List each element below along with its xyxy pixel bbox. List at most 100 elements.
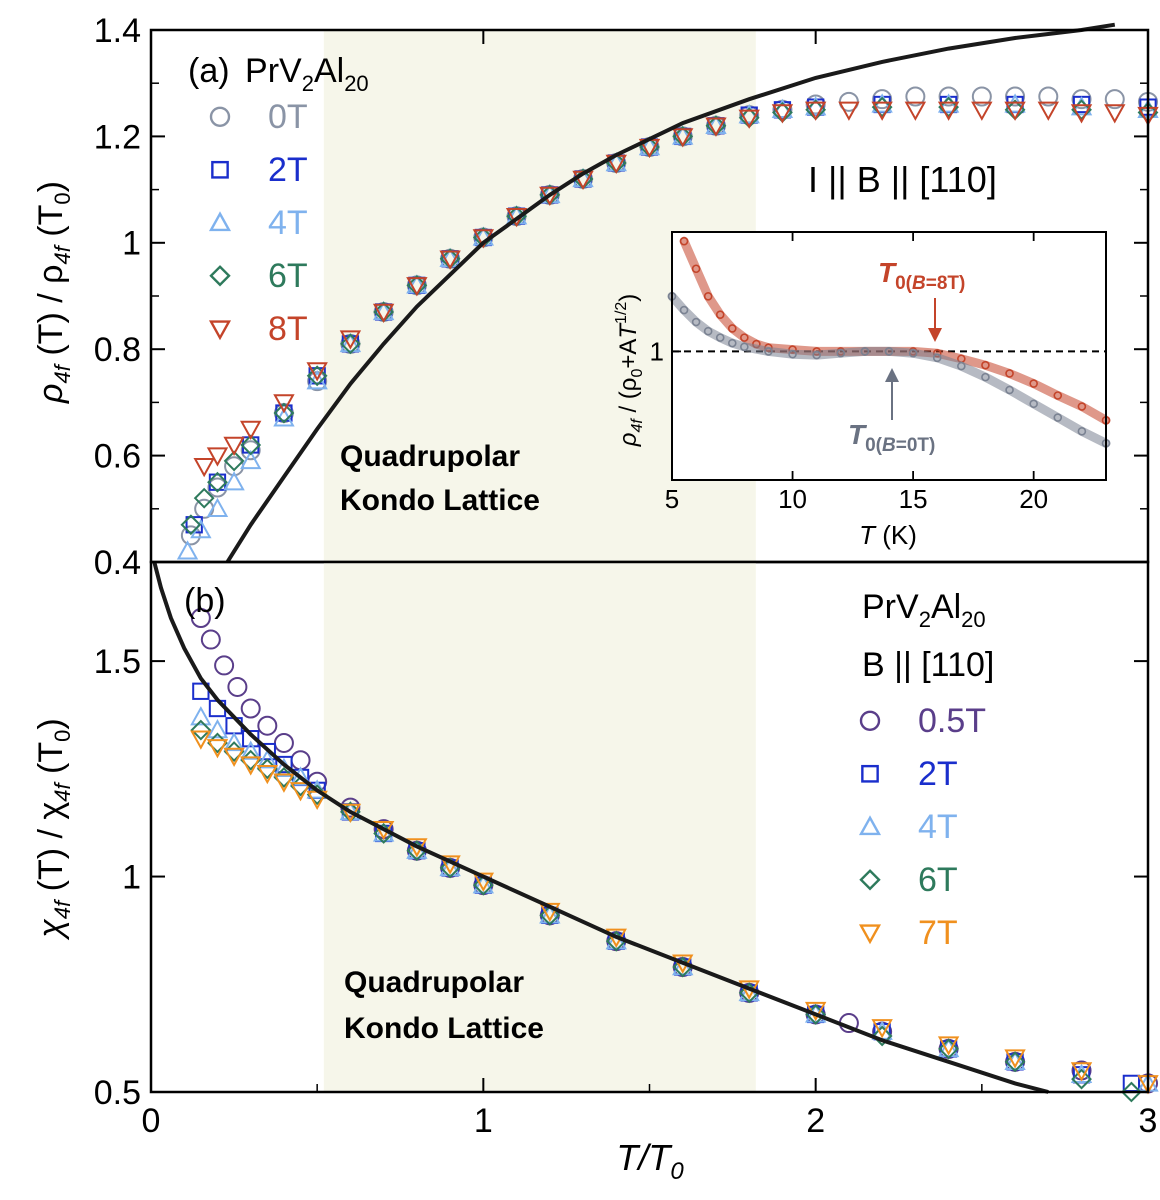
data-point-0T-25: [938, 86, 959, 107]
data-point-0T-30: [1104, 89, 1125, 110]
data-point-4T-6: [289, 766, 312, 786]
data-point-8T-21: [838, 101, 860, 121]
legend-marker: [208, 211, 232, 232]
data-point-0T-4: [240, 440, 261, 461]
data-point-8T-22: [871, 101, 893, 121]
inset-point-0T-6: [740, 342, 749, 352]
data-point-8T-24: [937, 101, 960, 121]
data-point-0p5T-5: [257, 715, 278, 736]
legend-marker: [858, 815, 882, 836]
legend-marker: [208, 320, 232, 341]
data-point-8T-20: [804, 101, 827, 121]
data-point-7T-0: [190, 730, 212, 750]
data-point-7T-21: [1070, 1062, 1093, 1082]
data-point-6T-0: [190, 719, 212, 741]
data-point-7T-1: [206, 739, 229, 759]
inset-point-0T-20: [1077, 427, 1087, 436]
data-point-8T-18: [738, 109, 760, 129]
ytick-label: 0.6: [94, 438, 141, 476]
data-point-8T-23: [904, 101, 927, 121]
inset-point-0T-4: [715, 333, 725, 342]
legend-item-4T: 4T: [208, 204, 308, 242]
ytick-label: 1.5: [94, 643, 141, 681]
legend-item-6T: 6T: [209, 257, 308, 295]
panel-a-fit-curve: [225, 22, 1116, 564]
data-point-0T-28: [1038, 86, 1059, 107]
data-point-0T-0: [180, 525, 201, 546]
ytick-label: 0.5: [94, 1074, 141, 1112]
ytick-label: 1: [122, 225, 141, 263]
ytick-label: 1.2: [94, 118, 141, 156]
inset-point-0T-17: [1005, 385, 1014, 395]
data-point-6T-21: [1071, 1068, 1092, 1090]
data-point-0p5T-6: [273, 732, 294, 753]
data-point-7T-4: [256, 764, 279, 785]
panel-b-field-direction: B || [110]: [862, 646, 994, 684]
data-point-4T-19: [937, 1037, 960, 1058]
panel-b-annotation-line1: Quadrupolar: [344, 966, 524, 999]
legend-item-7T: 7T: [858, 914, 958, 952]
data-point-6T-2: [207, 471, 228, 493]
panel-a-legend: 0T 2T 4T 6T 8T: [208, 98, 308, 348]
data-point-4T-20: [1004, 1050, 1026, 1071]
legend-item-6T: 6T: [859, 861, 958, 899]
data-point-6T-3: [223, 450, 245, 472]
inset-point-0T-10: [836, 348, 846, 358]
data-point-4T-12: [472, 874, 495, 894]
ytick-label: 0.4: [94, 544, 141, 582]
inset-point-0T-9: [812, 350, 821, 360]
xtick-label: 0: [142, 1102, 161, 1140]
inset-point-0T-5: [727, 338, 737, 348]
panel-a-ticks: 0.4 0.6 0.8 1 1.2 1.4: [94, 12, 1149, 582]
data-point-8T-28: [1070, 104, 1093, 124]
data-point-8T-3: [240, 420, 262, 441]
xtick-label: 1: [474, 1102, 493, 1140]
data-point-8T-2: [223, 436, 245, 457]
data-point-6T-4: [240, 434, 262, 456]
data-point-8T-7: [372, 303, 395, 324]
inset-ticks: 5 10 15 20 1: [650, 232, 1048, 514]
inset-point-0T-19: [1053, 413, 1063, 422]
legend-item-4T: 4T: [858, 808, 958, 846]
ytick-label: 0.8: [94, 331, 141, 369]
data-point-8T-17: [705, 117, 727, 137]
data-point-6T-23: [938, 96, 960, 118]
inset-point-0T-7: [764, 347, 773, 356]
inset-point-0T-1: [679, 305, 689, 315]
data-point-4T-4: [240, 449, 262, 470]
legend-label: 6T: [918, 861, 958, 899]
panel-a-field-direction: I || B || [110]: [808, 159, 997, 200]
data-point-4T-11: [439, 856, 461, 877]
panel-b-fit-curve: [152, 561, 1049, 1094]
data-point-6T-22: [871, 96, 893, 118]
data-point-6T-13: [539, 904, 561, 926]
data-point-0T-29: [1071, 89, 1092, 110]
data-point-8T-25: [971, 101, 993, 121]
data-point-0T-27: [1005, 86, 1026, 107]
legend-item-8T: 8T: [208, 310, 308, 348]
inset-xtick-label: 5: [665, 484, 679, 514]
panel-b-legend: 0.5T 2T 4T 6T 7T: [858, 702, 986, 952]
inset-xtick-label: 15: [899, 484, 928, 514]
legend-item-2T: 2T: [861, 755, 958, 793]
data-point-4T-13: [539, 904, 561, 924]
legend-marker: [858, 924, 882, 945]
legend-marker: [209, 265, 231, 287]
inset-point-0T-8: [788, 349, 797, 359]
panel-a-annotation-line2: Kondo Lattice: [340, 484, 540, 517]
inset-point-8T-1: [691, 264, 701, 274]
panel-b-compound: PrV2Al20: [862, 588, 986, 632]
data-point-0T-2: [207, 477, 228, 498]
panel-b-annotation-line2: Kondo Lattice: [344, 1012, 544, 1045]
inset-point-8T-2: [703, 291, 713, 301]
inset-series-0T: [667, 291, 1111, 448]
data-point-7T-2: [223, 747, 245, 767]
data-point-4T-7: [339, 332, 362, 353]
series-7T: [190, 730, 1159, 1095]
legend-label: 6T: [268, 257, 308, 295]
data-point-6T-18: [871, 1025, 893, 1047]
inset-arrowhead-0t: [885, 368, 899, 382]
data-point-6T-1: [193, 487, 215, 509]
data-point-6T-7: [339, 333, 361, 355]
ytick-label: 1: [122, 858, 141, 896]
